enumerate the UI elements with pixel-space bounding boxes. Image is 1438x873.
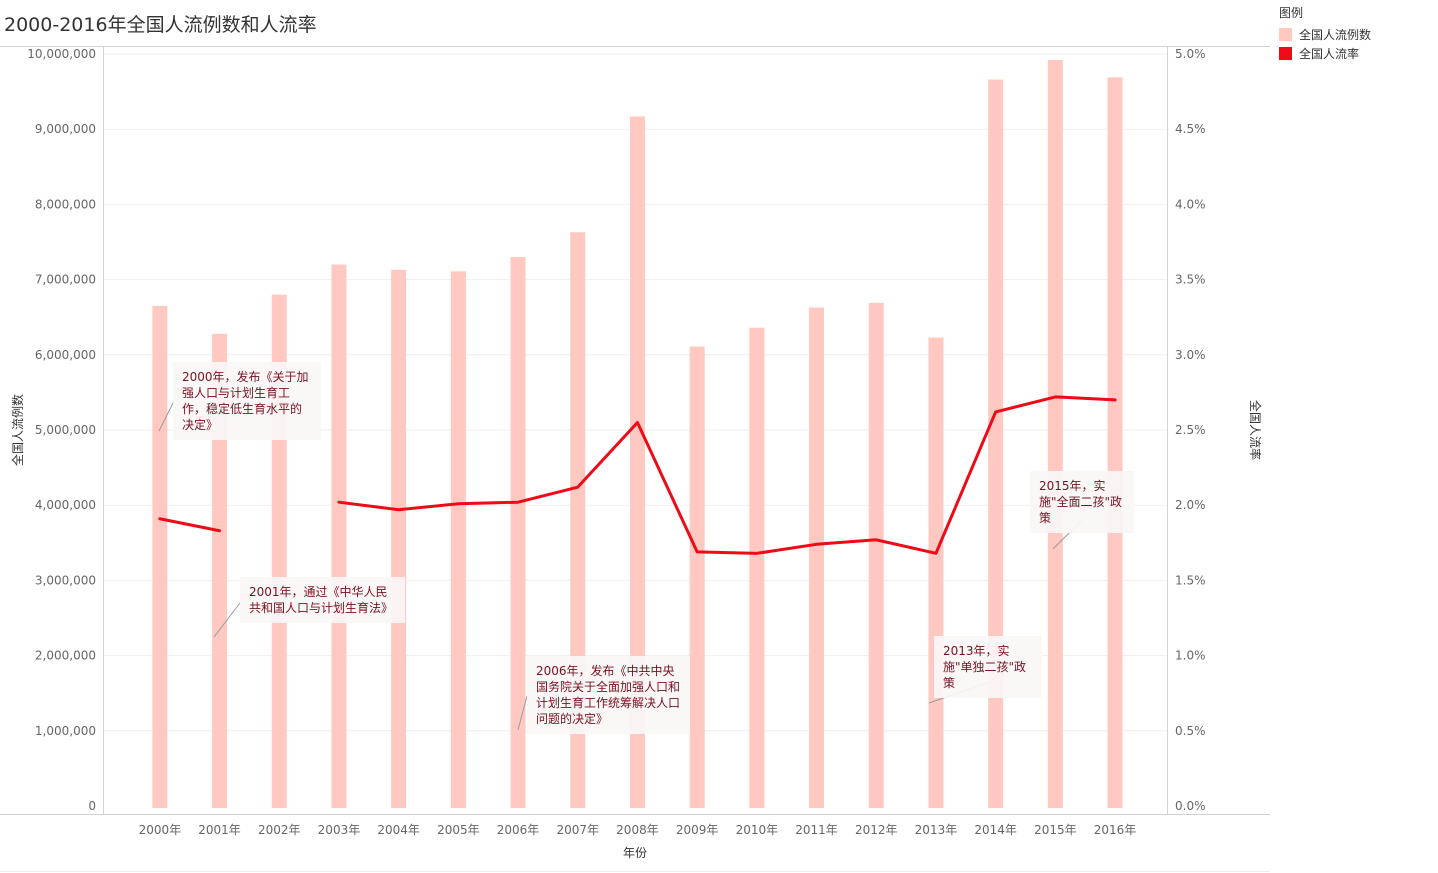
y-left-tick-label: 9,000,000 [35, 122, 96, 136]
axes: 0 1,000,000 2,000,000 3,000,000 4,000,000 5,0… [0, 46, 1270, 872]
bar [331, 264, 347, 808]
bar [629, 116, 645, 808]
bar [809, 307, 825, 808]
x-tick-label: 2001年 [198, 823, 241, 837]
bar [1047, 60, 1063, 809]
y-left-tick-label: 3,000,000 [35, 573, 96, 587]
bar [749, 327, 765, 808]
bar [450, 271, 466, 808]
y-right-tick-label: 2.0% [1175, 498, 1206, 512]
y-right-tick-label: 3.0% [1175, 348, 1206, 362]
y-axis-right-title: 全国人流率 [1248, 400, 1263, 460]
bar [868, 302, 884, 808]
rate-line [337, 395, 1117, 555]
line-series [158, 395, 1117, 555]
y-left-tick-label: 2,000,000 [35, 649, 96, 663]
x-tick-label: 2011年 [795, 823, 838, 837]
bar [928, 337, 944, 808]
x-tick-label: 2012年 [855, 823, 898, 837]
x-tick-label: 2009年 [676, 823, 719, 837]
bar [1107, 77, 1123, 808]
legend-label-count: 全国人流例数 [1299, 28, 1372, 42]
rate-line [158, 517, 222, 533]
y-left-tick-label: 8,000,000 [35, 197, 96, 211]
annotation-2015: 2015年，实施"全面二孩"政策 [1030, 471, 1134, 533]
y-left-tick-label: 1,000,000 [35, 724, 96, 738]
y-left-tick-label: 5,000,000 [35, 423, 96, 437]
annotation-2013: 2013年，实施"单独二孩"政策 [934, 636, 1042, 698]
y-right-tick-label: 5.0% [1175, 47, 1206, 61]
legend-swatch-rate [1279, 47, 1292, 60]
x-tick-label: 2008年 [616, 823, 659, 837]
legend-item-rate[interactable]: 全国人流率 [1279, 44, 1371, 63]
y-left-tick-label: 0 [88, 799, 96, 813]
x-tick-label: 2000年 [139, 823, 182, 837]
y-right-tick-label: 1.0% [1175, 649, 1206, 663]
x-tick-label: 2014年 [974, 823, 1017, 837]
annotation-2000: 2000年，发布《关于加强人口与计划生育工作，稳定低生育水平的决定》 [173, 362, 321, 440]
bar [988, 79, 1004, 809]
bar [391, 269, 407, 809]
legend-title: 图例 [1279, 6, 1304, 20]
x-tick-label: 2007年 [556, 823, 599, 837]
annotation-2001: 2001年，通过《中华人民共和国人口与计划生育法》 [240, 577, 405, 623]
y-axis-left-title: 全国人流例数 [10, 394, 25, 466]
y-left-tick-label: 10,000,000 [27, 47, 96, 61]
legend-label-rate: 全国人流率 [1299, 47, 1360, 61]
bar [212, 333, 228, 808]
chart-title: 2000-2016年全国人流例数和人流率 [4, 14, 317, 36]
y-right-tick-label: 3.5% [1175, 273, 1206, 287]
x-axis-title: 年份 [623, 846, 647, 860]
y-right-tick-label: 2.5% [1175, 423, 1206, 437]
y-left-tick-label: 6,000,000 [35, 348, 96, 362]
x-tick-label: 2010年 [736, 823, 779, 837]
y-right-tick-label: 4.5% [1175, 122, 1206, 136]
legend-swatch-count [1279, 28, 1292, 41]
bar [689, 346, 705, 808]
x-tick-label: 2016年 [1094, 823, 1137, 837]
x-tick-label: 2013年 [915, 823, 958, 837]
annotation-leader-line [213, 602, 241, 638]
legend-item-count[interactable]: 全国人流例数 [1279, 25, 1371, 44]
x-tick-label: 2004年 [377, 823, 420, 837]
bar [510, 257, 526, 808]
x-tick-label: 2002年 [258, 823, 301, 837]
x-tick-label: 2015年 [1034, 823, 1077, 837]
y-right-tick-label: 1.5% [1175, 573, 1206, 587]
annotation-leader-line [517, 695, 528, 731]
y-left-tick-label: 4,000,000 [35, 498, 96, 512]
x-tick-label: 2006年 [497, 823, 540, 837]
x-tick-label: 2003年 [318, 823, 361, 837]
y-left-tick-label: 7,000,000 [35, 273, 96, 287]
y-right-tick-label: 0.0% [1175, 799, 1206, 813]
bar [152, 305, 168, 808]
annotation-leader-line [158, 400, 175, 432]
y-right-tick-label: 0.5% [1175, 724, 1206, 738]
y-right-tick-label: 4.0% [1175, 197, 1206, 211]
legend: 图例 全国人流例数 全国人流率 [1279, 4, 1371, 63]
annotation-2006: 2006年，发布《中共中央国务院关于全面加强人口和计划生育工作统筹解决人口问题的… [527, 656, 690, 734]
x-tick-label: 2005年 [437, 823, 480, 837]
